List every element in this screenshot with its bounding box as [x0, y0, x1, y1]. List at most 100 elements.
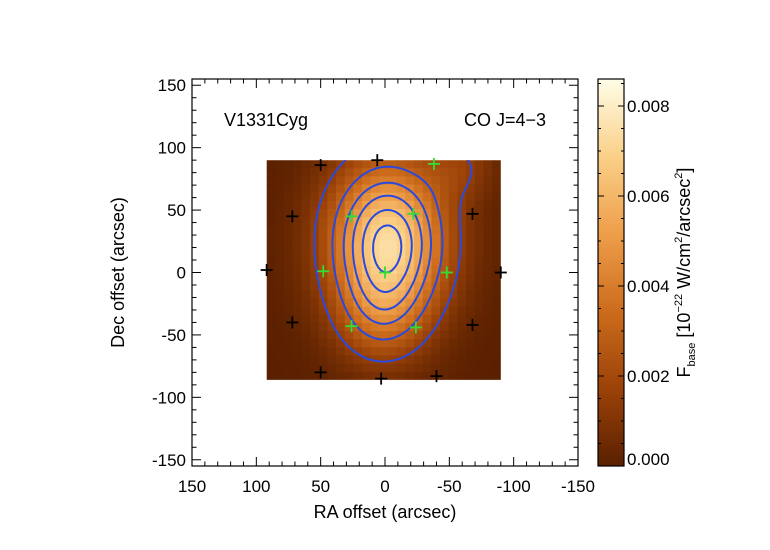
- heatmap-cell: [370, 347, 380, 357]
- heatmap-cell: [396, 314, 406, 324]
- heatmap-cell: [353, 233, 363, 243]
- heatmap-cell: [396, 192, 406, 202]
- heatmap-cell: [275, 249, 285, 259]
- heatmap-cell: [379, 322, 389, 332]
- heatmap-cell: [353, 160, 363, 169]
- heatmap-cell: [422, 282, 433, 291]
- heatmap-cell: [405, 290, 415, 300]
- heatmap-cell: [474, 217, 485, 226]
- heatmap-cell: [379, 355, 389, 365]
- heatmap-cell: [388, 249, 398, 259]
- heatmap-cell: [440, 355, 450, 365]
- heatmap-cell: [457, 274, 467, 283]
- heatmap-cell: [448, 371, 459, 380]
- heatmap-cell: [448, 355, 459, 365]
- heatmap-cell: [431, 282, 441, 291]
- heatmap-cell: [414, 331, 424, 340]
- heatmap-cell: [388, 168, 398, 178]
- heatmap-cell: [362, 249, 372, 259]
- heatmap-cell: [292, 233, 302, 243]
- heatmap-cell: [327, 306, 337, 316]
- heatmap-cell: [362, 233, 372, 243]
- heatmap-cell: [266, 225, 276, 234]
- heatmap-cell: [457, 371, 467, 380]
- heatmap-cell: [492, 339, 501, 348]
- heatmap-cell: [344, 265, 354, 275]
- black-cross: [494, 266, 507, 279]
- heatmap-cell: [448, 241, 459, 251]
- heatmap-cell: [414, 363, 424, 373]
- heatmap-cell: [336, 347, 346, 357]
- heatmap-cell: [283, 257, 294, 267]
- heatmap-cell: [379, 306, 389, 316]
- heatmap-cell: [370, 298, 380, 308]
- heatmap-cell: [292, 314, 302, 324]
- heatmap-cell: [301, 322, 311, 332]
- heatmap-cell: [396, 355, 406, 365]
- heatmap-cell: [275, 282, 285, 291]
- heatmap-cell: [301, 241, 311, 251]
- heatmap-cell: [318, 233, 328, 243]
- heatmap-cell: [379, 225, 389, 234]
- heatmap-cell: [336, 355, 346, 365]
- heatmap-cell: [388, 241, 398, 251]
- heatmap-cell: [457, 168, 467, 178]
- heatmap-cell: [457, 290, 467, 300]
- heatmap-cell: [431, 241, 441, 251]
- heatmap-cell: [309, 274, 320, 283]
- heatmap-cell: [301, 363, 311, 373]
- colorbar-tick-label: 0.000: [627, 450, 670, 469]
- heatmap-cell: [283, 363, 294, 373]
- heatmap-cell: [492, 290, 501, 300]
- heatmap-cell: [405, 347, 415, 357]
- heatmap-cell: [483, 371, 493, 380]
- heatmap-cell: [301, 331, 311, 340]
- heatmap-cell: [292, 274, 302, 283]
- heatmap-cell: [414, 168, 424, 178]
- heatmap-cell: [388, 274, 398, 283]
- heatmap-cell: [336, 192, 346, 202]
- heatmap-cell: [327, 192, 337, 202]
- heatmap-cell: [370, 355, 380, 365]
- heatmap-cell: [362, 339, 372, 348]
- heatmap-cell: [336, 168, 346, 178]
- heatmap-cell: [379, 208, 389, 218]
- heatmap-cell: [266, 168, 276, 178]
- heatmap-cell: [336, 339, 346, 348]
- heatmap-cell: [492, 282, 501, 291]
- heatmap-cell: [483, 322, 493, 332]
- heatmap-cell: [448, 257, 459, 267]
- heatmap-cell: [292, 290, 302, 300]
- heatmap-cell: [466, 339, 476, 348]
- heatmap-cell: [431, 192, 441, 202]
- heatmap-cell: [362, 257, 372, 267]
- heatmap-cell: [474, 241, 485, 251]
- heatmap-cell: [301, 192, 311, 202]
- heatmap-cell: [440, 225, 450, 234]
- heatmap-cell: [483, 168, 493, 178]
- heatmap-cell: [353, 347, 363, 357]
- heatmap-cell: [457, 282, 467, 291]
- heatmap-cell: [309, 331, 320, 340]
- heatmap-cell: [362, 176, 372, 186]
- heatmap-cell: [405, 363, 415, 373]
- heatmap-cell: [492, 233, 501, 243]
- heatmap-cell: [388, 371, 398, 380]
- heatmap-cell: [431, 339, 441, 348]
- heatmap-cell: [327, 322, 337, 332]
- colorbar-tick-labels: 0.000 0.002 0.004 0.006 0.008: [627, 97, 670, 469]
- heatmap-cell: [388, 339, 398, 348]
- heatmap-cell: [440, 241, 450, 251]
- heatmap-cell: [448, 192, 459, 202]
- heatmap-cell: [396, 160, 406, 169]
- heatmap-cell: [431, 257, 441, 267]
- heatmap-cell: [448, 322, 459, 332]
- heatmap-cell: [327, 298, 337, 308]
- heatmap-cell: [309, 184, 320, 194]
- heatmap-cell: [396, 168, 406, 178]
- heatmap-cell: [379, 241, 389, 251]
- heatmap-cell: [414, 200, 424, 210]
- heatmap-cell: [492, 265, 501, 275]
- heatmap-cell: [440, 257, 450, 267]
- heatmap-cell: [362, 322, 372, 332]
